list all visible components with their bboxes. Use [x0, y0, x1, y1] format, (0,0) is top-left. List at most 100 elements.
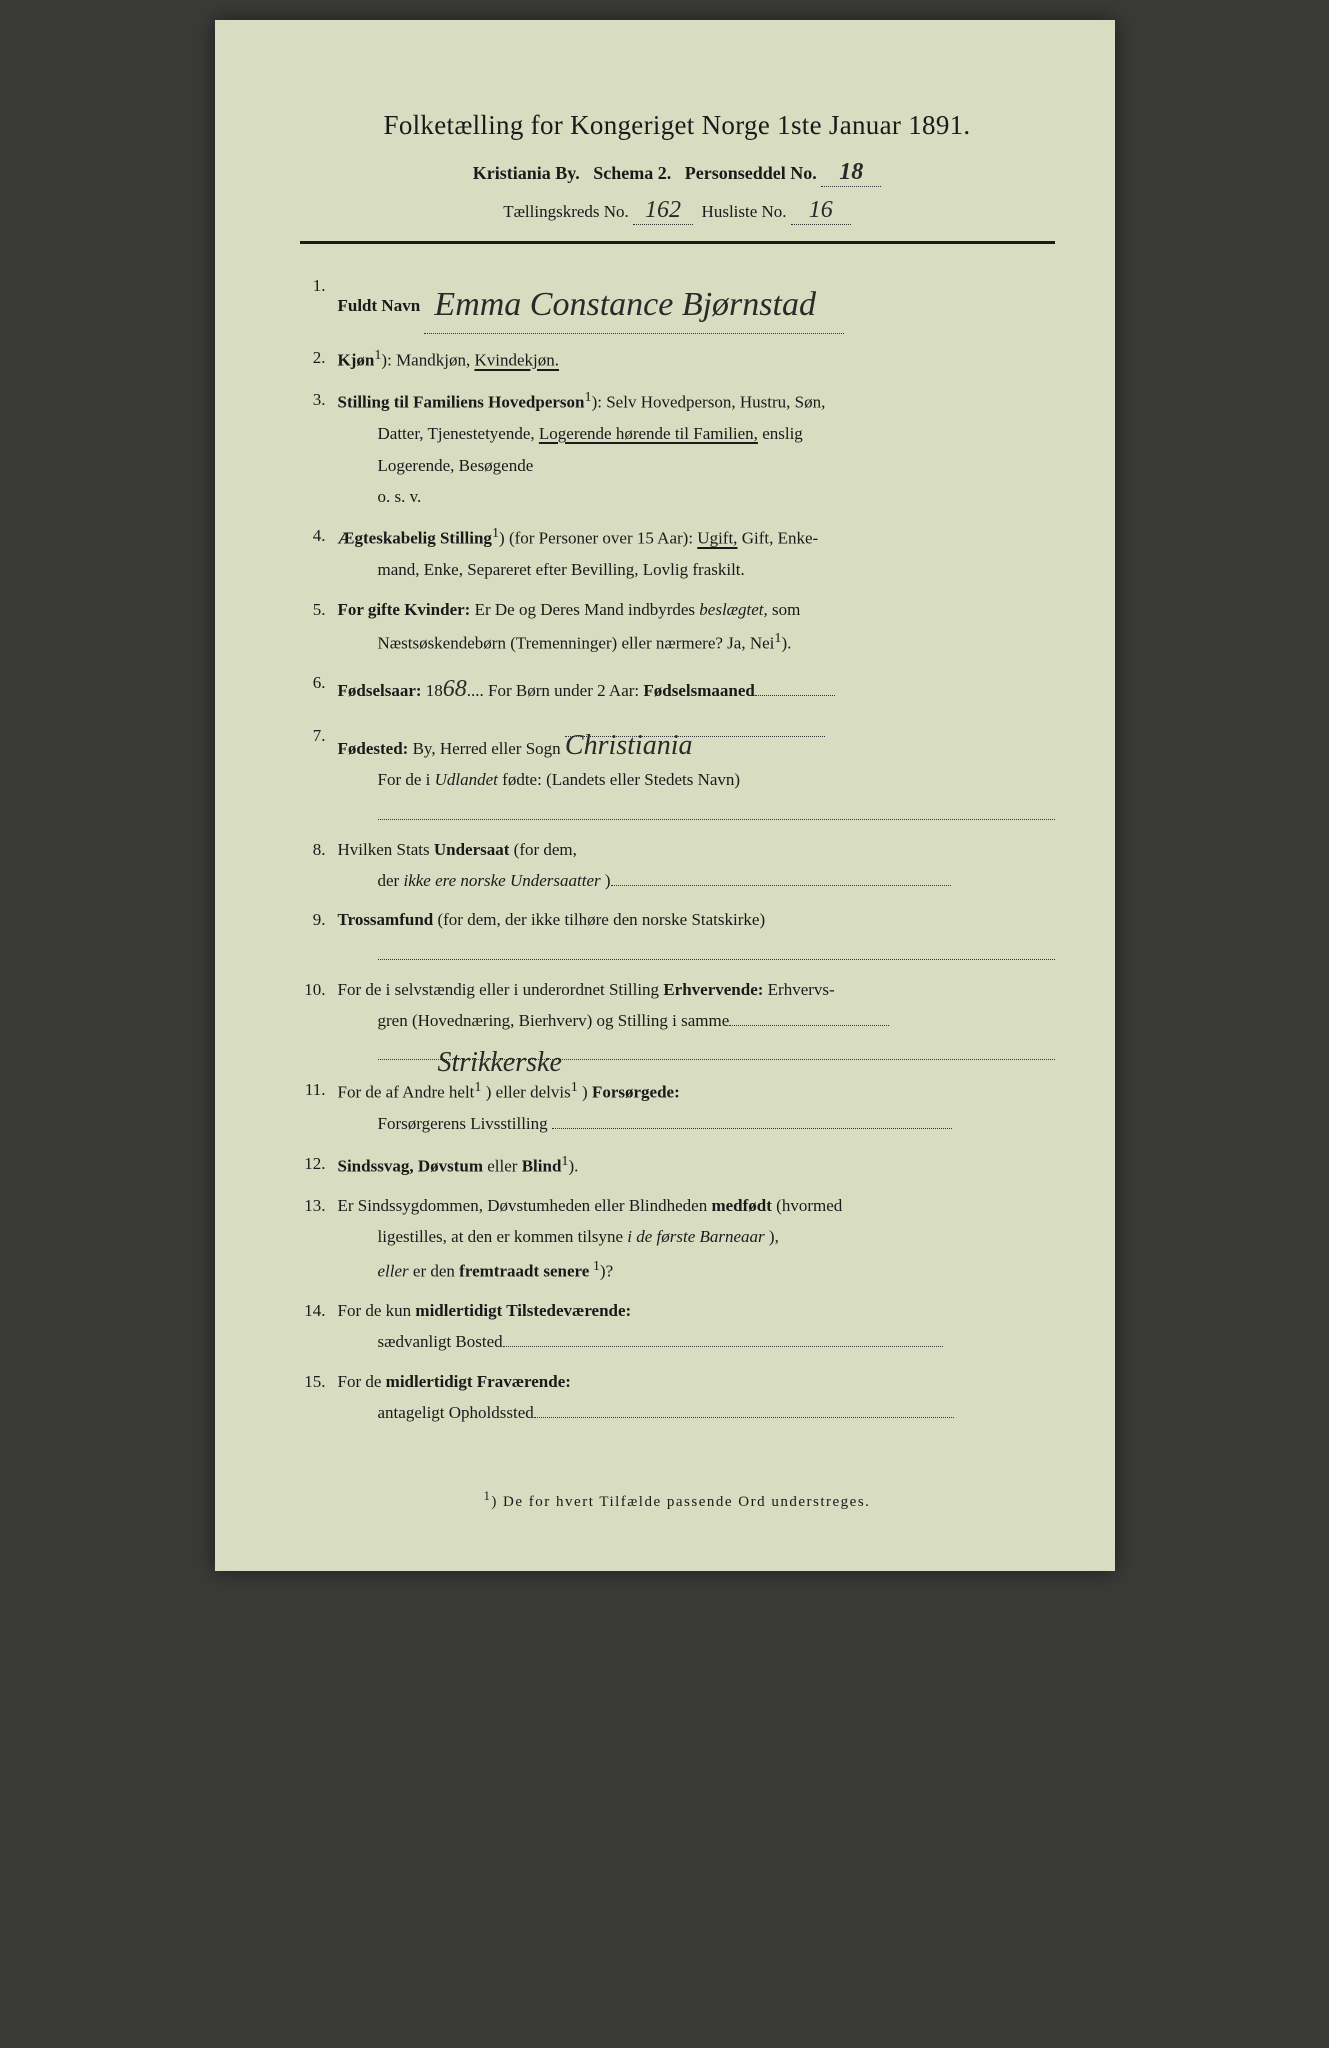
sup-4: 1	[492, 525, 499, 541]
row-fodselsaar: 6. Fødselsaar: 1868.... For Børn under 2…	[300, 667, 1055, 711]
medfodt-text1: Er Sindssygdommen, Døvstumheden eller Bl…	[338, 1196, 712, 1215]
schema-label: Schema 2.	[593, 163, 671, 183]
row-fuldt-navn: 1. Fuldt Navn Emma Constance Bjørnstad	[300, 270, 1055, 334]
row-undersaat: 8. Hvilken Stats Undersaat (for dem, der…	[300, 834, 1055, 897]
row-num-9: 9.	[300, 904, 338, 959]
row-num-1: 1.	[300, 270, 338, 334]
medfodt-line3d: )?	[600, 1261, 613, 1280]
label-fremtraadt: fremtraadt senere	[459, 1261, 589, 1280]
fravaerende-text: For de	[338, 1372, 386, 1391]
row-aegteskab: 4. Ægteskabelig Stilling1) (for Personer…	[300, 520, 1055, 586]
row-num-11: 11.	[300, 1074, 338, 1140]
row-stilling: 3. Stilling til Familiens Hovedperson1):…	[300, 384, 1055, 512]
sup-11a: 1	[474, 1079, 481, 1095]
gifte-line2: Næstsøskendebørn (Tremenninger) eller næ…	[378, 634, 775, 653]
medfodt-line2a: ligestilles, at den er kommen tilsyne	[378, 1227, 628, 1246]
year-value: 68	[443, 676, 467, 702]
husliste-no-field: 16	[791, 197, 851, 225]
main-title: Folketælling for Kongeriget Norge 1ste J…	[300, 110, 1055, 141]
erhverv-text2: Erhvervs-	[768, 980, 835, 999]
label-medfodt: medfødt	[711, 1196, 771, 1215]
husliste-label: Husliste No.	[702, 202, 787, 221]
fodested-blank	[378, 796, 1055, 820]
name-value: Emma Constance Bjørnstad	[434, 286, 816, 323]
trossamfund-text: (for dem, der ikke tilhøre den norske St…	[437, 910, 765, 929]
row-trossamfund: 9. Trossamfund (for dem, der ikke tilhør…	[300, 904, 1055, 959]
label-fodselsmaaned: Fødselsmaaned	[643, 681, 754, 700]
fravaerende-line2: antageligt Opholdssted	[378, 1403, 534, 1422]
kreds-label: Tællingskreds No.	[503, 202, 629, 221]
subtitle: Kristiania By. Schema 2. Personseddel No…	[300, 159, 1055, 187]
row-fravaerende: 15. For de midlertidigt Fraværende: anta…	[300, 1366, 1055, 1429]
tilstede-line2: sædvanligt Bosted	[378, 1332, 503, 1351]
row-num-8: 8.	[300, 834, 338, 897]
row-sindssvag: 12. Sindssvag, Døvstum eller Blind1).	[300, 1148, 1055, 1182]
year-prefix: 18	[426, 681, 443, 700]
gifte-text1: Er De og Deres Mand indbyrdes	[475, 600, 700, 619]
row-num-3: 3.	[300, 384, 338, 512]
fodested-line2a: For de i	[378, 770, 435, 789]
row-num-2: 2.	[300, 342, 338, 376]
gifte-text2: som	[772, 600, 800, 619]
label-fodested: Fødested:	[338, 739, 409, 758]
kreds-no-field: 162	[633, 197, 693, 225]
fodested-text: By, Herred eller Sogn	[413, 739, 561, 758]
row-num-6: 6.	[300, 667, 338, 711]
erhverv-field: Strikkerske	[378, 1037, 1055, 1061]
forsorgede-text2: ) eller delvis	[486, 1083, 571, 1102]
fodsel-mid: For Børn under 2 Aar:	[488, 681, 643, 700]
opt-kvinde: Kvindekjøn.	[474, 351, 559, 370]
aegteskab-paren: (for Personer over 15 Aar):	[509, 529, 697, 548]
label-forsorgede: Forsørgede:	[592, 1083, 680, 1102]
undersaat-text1: Hvilken Stats	[338, 840, 434, 859]
sup-3: 1	[585, 389, 592, 405]
trossamfund-blank	[378, 936, 1055, 960]
census-form-page: Folketælling for Kongeriget Norge 1ste J…	[215, 20, 1115, 1571]
stilling-line1: Selv Hovedperson, Hustru, Søn,	[606, 393, 825, 412]
medfodt-line3b: er den	[413, 1261, 459, 1280]
label-blind: Blind	[522, 1156, 562, 1175]
row-erhverv: 10. For de i selvstændig eller i underor…	[300, 974, 1055, 1061]
sup-11b: 1	[571, 1079, 578, 1095]
opt-mand: Mandkjøn,	[396, 351, 470, 370]
undersaat-text2: (for dem,	[514, 840, 577, 859]
row-num-13: 13.	[300, 1190, 338, 1287]
personseddel-no-field: 18	[821, 159, 881, 187]
tertiary-header: Tællingskreds No. 162 Husliste No. 16	[300, 197, 1055, 225]
forsorgede-text3: )	[582, 1083, 592, 1102]
personseddel-no-value: 18	[839, 159, 863, 185]
row-forsorgede: 11. For de af Andre helt1 ) eller delvis…	[300, 1074, 1055, 1140]
personseddel-label: Personseddel No.	[685, 163, 817, 183]
medfodt-line2b: i de første Barneaar	[627, 1227, 764, 1246]
gifte-end: ).	[781, 634, 791, 653]
erhverv-line2: gren (Hovednæring, Bierhverv) og Stillin…	[378, 1011, 730, 1030]
stilling-line2a: Datter, Tjenestetyende,	[378, 424, 539, 443]
stilling-line2b: Logerende hørende til Familien,	[539, 424, 758, 443]
opt-ugift: Ugift,	[697, 529, 737, 548]
row-medfodt: 13. Er Sindssygdommen, Døvstumheden elle…	[300, 1190, 1055, 1287]
stilling-line2c: enslig	[762, 424, 803, 443]
row-tilstede: 14. For de kun midlertidigt Tilstedevære…	[300, 1295, 1055, 1358]
medfodt-line3a: eller	[378, 1261, 409, 1280]
row-num-4: 4.	[300, 520, 338, 586]
aegteskab-line2: mand, Enke, Separeret efter Bevilling, L…	[338, 554, 1055, 585]
fodested-field: Christiania	[565, 720, 825, 737]
row-num-12: 12.	[300, 1148, 338, 1182]
row-fodested: 7. Fødested: By, Herred eller Sogn Chris…	[300, 720, 1055, 820]
medfodt-line2c: ),	[769, 1227, 779, 1246]
row-num-5: 5.	[300, 594, 338, 660]
kreds-no-value: 162	[645, 197, 681, 223]
forsorgede-text1: For de af Andre helt	[338, 1083, 475, 1102]
tilstede-text: For de kun	[338, 1301, 416, 1320]
row-num-14: 14.	[300, 1295, 338, 1358]
erhverv-text1: For de i selvstændig eller i underordnet…	[338, 980, 664, 999]
forsorgede-line2: Forsørgerens Livsstilling	[378, 1114, 552, 1133]
fodested-line2b: Udlandet	[435, 770, 498, 789]
city-label: Kristiania By.	[473, 163, 580, 183]
undersaat-line2a: der	[378, 871, 404, 890]
label-aegteskab: Ægteskabelig Stilling	[338, 529, 492, 548]
label-erhverv: Erhvervende:	[663, 980, 763, 999]
row-num-15: 15.	[300, 1366, 338, 1429]
sup-13: 1	[589, 1258, 600, 1274]
gifte-ital: beslægtet,	[699, 600, 767, 619]
